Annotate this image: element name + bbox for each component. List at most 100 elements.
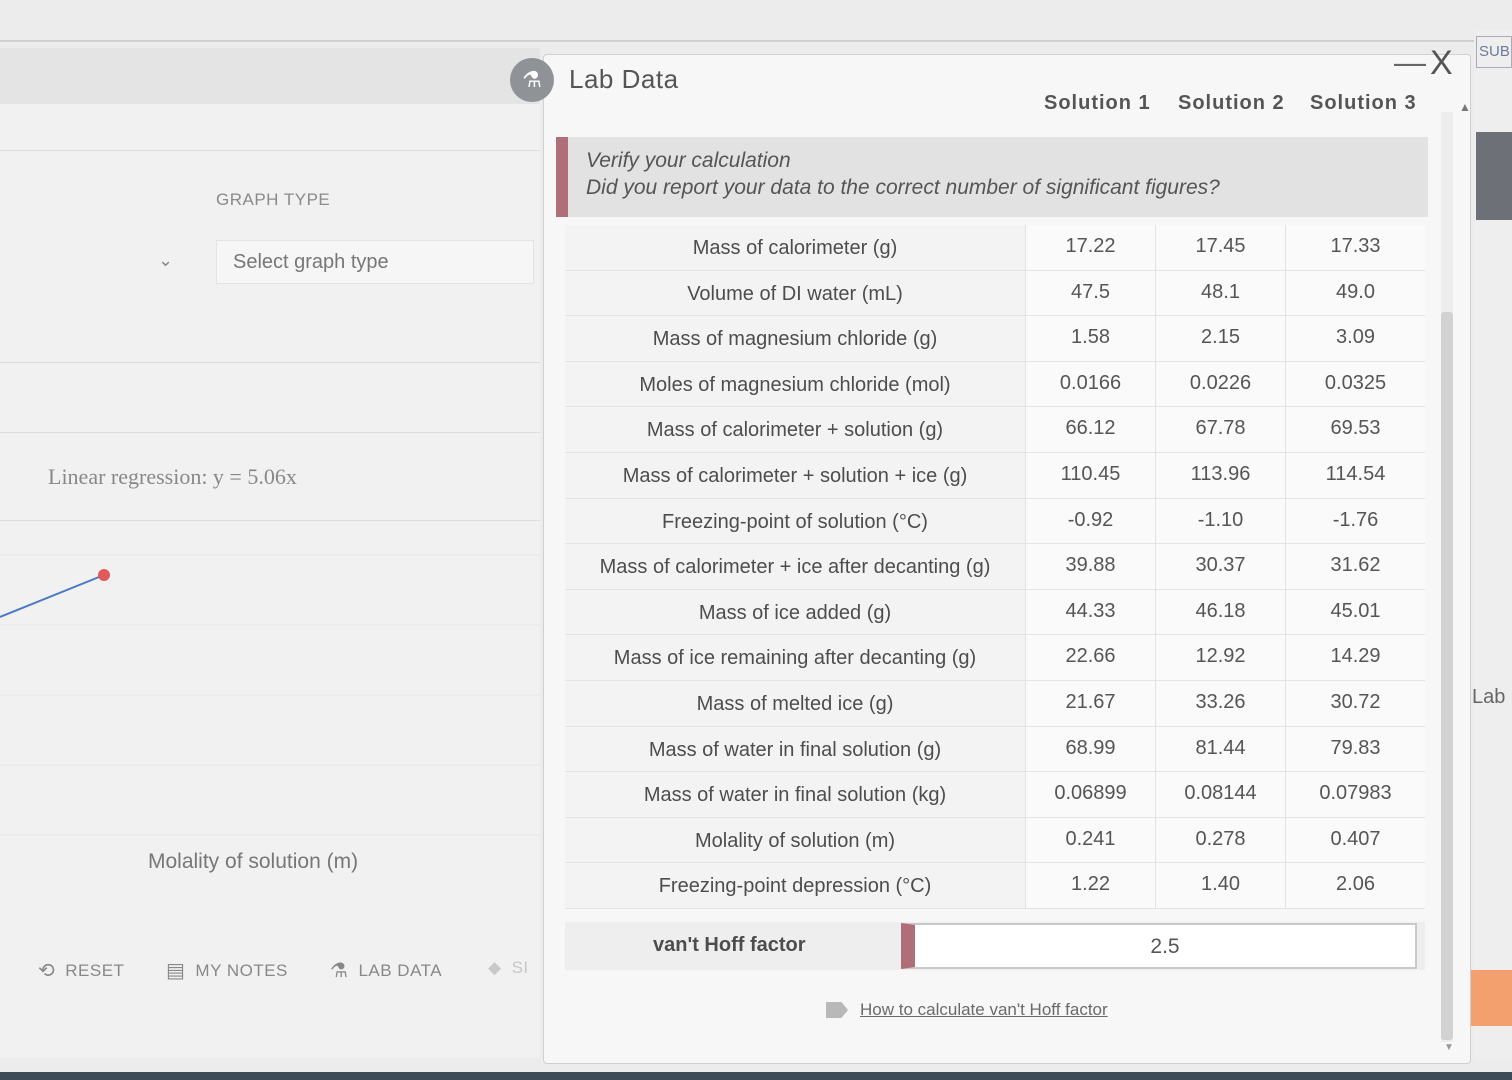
flask-icon: ⚗ [510, 58, 554, 102]
row-label: Mass of melted ice (g) [565, 680, 1025, 727]
graph-panel [0, 48, 540, 1058]
cell-solution-3: -1.76 [1285, 498, 1425, 545]
table-row: Mass of calorimeter + solution (g) 66.12 6… [565, 407, 1425, 453]
side-dark-block [1476, 132, 1512, 220]
tag-icon: ◆ [488, 958, 502, 977]
partial-button[interactable]: ◆ SI [488, 958, 529, 978]
my-notes-label: MY NOTES [195, 960, 288, 980]
cell-solution-2: 17.45 [1155, 225, 1285, 271]
cell-solution-2: 1.40 [1155, 863, 1285, 909]
table-row: Mass of calorimeter + solution + ice (g)… [565, 452, 1425, 499]
row-label: Mass of calorimeter + ice after decantin… [565, 544, 1025, 590]
submit-button[interactable]: SUB [1476, 36, 1512, 68]
cell-solution-1: 17.22 [1025, 225, 1155, 271]
linear-regression-text: Linear regression: y = 5.06x [48, 464, 297, 489]
row-label: Volume of DI water (mL) [565, 270, 1025, 317]
side-lab-label: Lab [1472, 686, 1506, 708]
table-row: Molality of solution (m) 0.241 0.278 0.407 [565, 817, 1425, 864]
row-label: Molality of solution (m) [565, 817, 1025, 864]
vant-hoff-input[interactable]: 2.5 [901, 923, 1417, 969]
divider [0, 432, 540, 433]
lab-data-table: Mass of calorimeter (g) 17.22 17.45 17.33 Vo… [565, 225, 1425, 909]
cell-solution-1: 21.67 [1025, 680, 1155, 727]
column-header-solution-2: Solution 2 [1178, 92, 1285, 114]
close-icon[interactable]: X [1430, 44, 1453, 82]
graph-type-select[interactable]: Select graph type [216, 240, 534, 284]
regression-line [0, 574, 105, 618]
cell-solution-2: 0.0226 [1155, 361, 1285, 408]
table-row: Mass of calorimeter (g) 17.22 17.45 17.33 [565, 225, 1425, 271]
data-point [98, 569, 110, 581]
cell-solution-3: 14.29 [1285, 635, 1425, 681]
cell-solution-1: 68.99 [1025, 726, 1155, 773]
cell-solution-2: 113.96 [1155, 452, 1285, 499]
cell-solution-2: 0.278 [1155, 817, 1285, 864]
cell-solution-2: 67.78 [1155, 407, 1285, 453]
grid-lines [0, 554, 540, 836]
table-row: Freezing-point of solution (°C) -0.92 -1.1… [565, 498, 1425, 545]
row-label: Mass of calorimeter (g) [565, 225, 1025, 271]
cell-solution-3: 0.07983 [1285, 772, 1425, 818]
x-axis-label: Molality of solution (m) [148, 850, 359, 873]
cell-solution-2: -1.10 [1155, 498, 1285, 545]
cell-solution-1: 44.33 [1025, 589, 1155, 636]
table-row: Volume of DI water (mL) 47.5 48.1 49.0 [565, 270, 1425, 317]
howto-link-text[interactable]: How to calculate van't Hoff factor [860, 1000, 1108, 1019]
row-label: Mass of calorimeter + solution + ice (g) [565, 452, 1025, 499]
tag-icon [826, 1002, 848, 1018]
banner-line-2: Did you report your data to the correct … [586, 176, 1220, 199]
chevron-down-icon[interactable]: ⌄ [158, 250, 174, 270]
scrollbar-thumb[interactable] [1441, 312, 1453, 1040]
cell-solution-2: 0.08144 [1155, 772, 1285, 818]
cell-solution-2: 33.26 [1155, 680, 1285, 727]
banner-line-1: Verify your calculation [586, 149, 791, 172]
row-label: Mass of calorimeter + solution (g) [565, 407, 1025, 453]
lab-data-button[interactable]: ⚗ LAB DATA [330, 958, 442, 983]
my-notes-button[interactable]: ▤ MY NOTES [166, 958, 288, 983]
cell-solution-1: 47.5 [1025, 270, 1155, 317]
column-header-solution-1: Solution 1 [1044, 92, 1151, 114]
table-row: Mass of magnesium chloride (g) 1.58 2.15 3.… [565, 316, 1425, 362]
table-row: Mass of melted ice (g) 21.67 33.26 30.72 [565, 680, 1425, 727]
modal-title: Lab Data [569, 64, 679, 94]
minimize-icon[interactable]: — [1394, 44, 1426, 80]
cell-solution-1: 0.0166 [1025, 361, 1155, 408]
cell-solution-3: 45.01 [1285, 589, 1425, 636]
cell-solution-2: 81.44 [1155, 726, 1285, 773]
graph-panel-header [0, 48, 540, 104]
vant-hoff-label: van't Hoff factor [653, 934, 806, 956]
table-row: Freezing-point depression (°C) 1.22 1.40 2.… [565, 863, 1425, 909]
flask-icon: ⚗ [330, 960, 349, 982]
cell-solution-1: 39.88 [1025, 544, 1155, 590]
row-label: Moles of magnesium chloride (mol) [565, 361, 1025, 408]
table-row: Mass of calorimeter + ice after decantin… [565, 544, 1425, 590]
reset-button[interactable]: ⟲ RESET [38, 958, 124, 983]
cell-solution-2: 30.37 [1155, 544, 1285, 590]
cell-solution-1: 22.66 [1025, 635, 1155, 681]
table-row: Mass of ice added (g) 44.33 46.18 45.01 [565, 589, 1425, 636]
cell-solution-1: 1.22 [1025, 863, 1155, 909]
row-label: Mass of water in final solution (g) [565, 726, 1025, 773]
row-label: Freezing-point of solution (°C) [565, 498, 1025, 545]
divider [0, 150, 540, 151]
table-row: Mass of water in final solution (g) 68.99… [565, 726, 1425, 773]
vant-hoff-row: van't Hoff factor 2.5 [565, 922, 1425, 970]
cell-solution-3: 0.407 [1285, 817, 1425, 864]
row-label: Mass of ice remaining after decanting (g… [565, 635, 1025, 681]
side-orange-button[interactable] [1464, 970, 1512, 1026]
table-row: Moles of magnesium chloride (mol) 0.0166 0… [565, 361, 1425, 408]
top-divider [0, 40, 1512, 42]
cell-solution-2: 46.18 [1155, 589, 1285, 636]
refresh-icon: ⟲ [38, 960, 56, 982]
cell-solution-3: 69.53 [1285, 407, 1425, 453]
cell-solution-1: 1.58 [1025, 316, 1155, 362]
cell-solution-1: 110.45 [1025, 452, 1155, 499]
table-row: Mass of water in final solution (kg) 0.06… [565, 772, 1425, 818]
scroll-up-icon[interactable]: ▲ [1459, 100, 1471, 114]
howto-link[interactable]: How to calculate van't Hoff factor [826, 1000, 1108, 1020]
scroll-down-icon[interactable]: ▼ [1444, 1042, 1454, 1053]
table-row: Mass of ice remaining after decanting (g… [565, 635, 1425, 681]
row-label: Mass of ice added (g) [565, 589, 1025, 636]
row-label: Freezing-point depression (°C) [565, 863, 1025, 909]
taskbar [0, 1072, 1512, 1080]
